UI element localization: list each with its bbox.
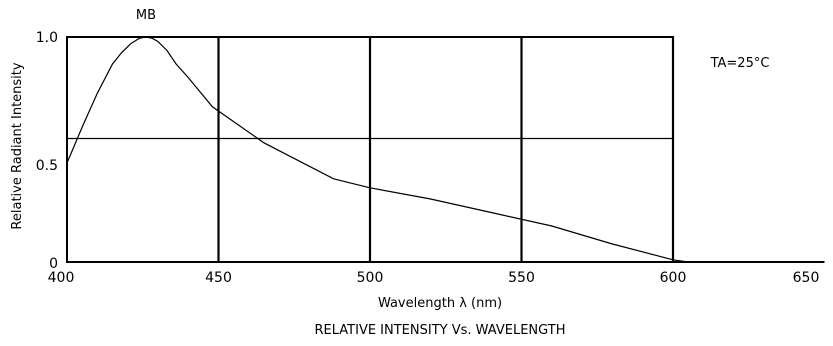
series-label: MB [136,8,156,23]
plot-frame [66,36,674,263]
x-tick-label: 550 [508,270,535,286]
x-tick-labels: 400 450 500 550 600 650 [48,270,820,286]
y-tick-label: 0 [49,256,58,272]
chart-title: RELATIVE INTENSITY Vs. WAVELENGTH [315,323,566,338]
x-tick-label: 400 [48,270,75,286]
x-tick-label: 500 [357,270,384,286]
temperature-annotation: TA=25°C [710,56,770,71]
x-tick-label: 600 [660,270,687,286]
y-tick-labels: 0 0.5 1.0 [36,30,58,272]
y-tick-label: 0.5 [36,158,58,174]
y-tick-label: 1.0 [36,30,58,46]
intensity-curve [66,36,689,263]
y-axis-label: Relative Radiant Intensity [10,62,25,229]
x-axis-label: Wavelength λ (nm) [378,296,502,311]
x-tick-label: 650 [793,270,820,286]
x-tick-label: 450 [205,270,232,286]
